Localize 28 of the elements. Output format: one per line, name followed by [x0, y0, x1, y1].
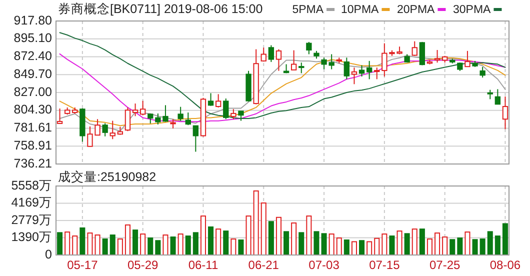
legend-label: 20PMA [397, 4, 436, 16]
y-tick-label: 872.40 [14, 49, 52, 64]
y-tick-label: 2779万 [11, 212, 52, 227]
x-tick-label: 05-29 [127, 258, 158, 272]
y-tick-label: 4169万 [11, 196, 52, 210]
legend-label: 10PMA [341, 4, 380, 16]
y-tick-label: 804.30 [14, 102, 52, 117]
x-tick-label: 05-17 [67, 258, 98, 272]
y-tick-label: 1390万 [11, 230, 52, 244]
y-tick-label: 895.10 [14, 31, 52, 46]
chart-title: 券商概念[BK0711] 2019-08-06 15:00 [58, 2, 263, 16]
y-tick-label: 827.00 [14, 84, 52, 99]
legend-label: 5PMA [292, 4, 324, 16]
x-tick-label: 07-03 [308, 258, 340, 272]
y-tick-label: 758.91 [14, 138, 52, 152]
y-tick-label: 917.80 [14, 13, 52, 28]
x-tick-label: 06-21 [248, 258, 280, 272]
y-tick-label: 0 [45, 247, 52, 262]
x-tick-label: 08-06 [490, 258, 521, 272]
y-tick-label: 736.21 [14, 156, 52, 170]
y-tick-label: 849.70 [14, 66, 52, 81]
y-tick-label: 5558万 [11, 178, 52, 192]
x-tick-label: 06-11 [188, 258, 218, 272]
legend-label: 30PMA [453, 4, 492, 16]
chart-title: 成交量:25190982 [58, 169, 156, 184]
x-tick-label: 07-25 [429, 258, 460, 272]
y-tick-label: 781.61 [14, 120, 52, 135]
x-tick-label: 07-15 [369, 258, 400, 272]
